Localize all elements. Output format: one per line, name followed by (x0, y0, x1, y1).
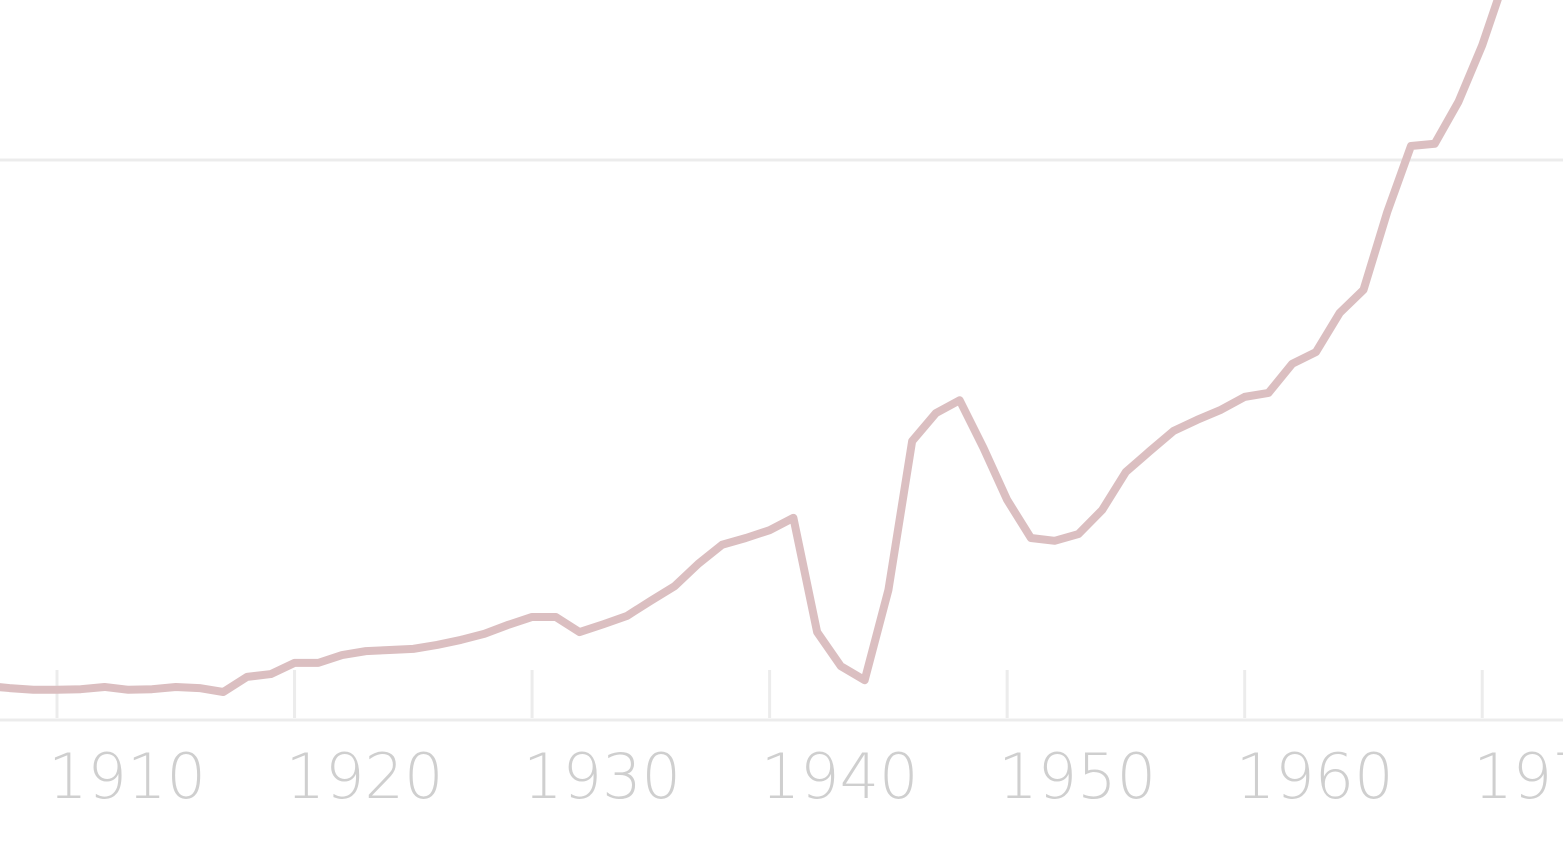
x-tick-label: 1970 (1473, 740, 1563, 813)
x-tick-label: 1920 (286, 740, 444, 813)
x-tick-label: 1910 (48, 740, 206, 813)
x-tick-label: 1960 (1236, 740, 1394, 813)
data-line (0, 0, 1502, 696)
x-tick-label: 1930 (523, 740, 681, 813)
x-tick-label: 1940 (761, 740, 919, 813)
x-tick-label: 1950 (998, 740, 1156, 813)
